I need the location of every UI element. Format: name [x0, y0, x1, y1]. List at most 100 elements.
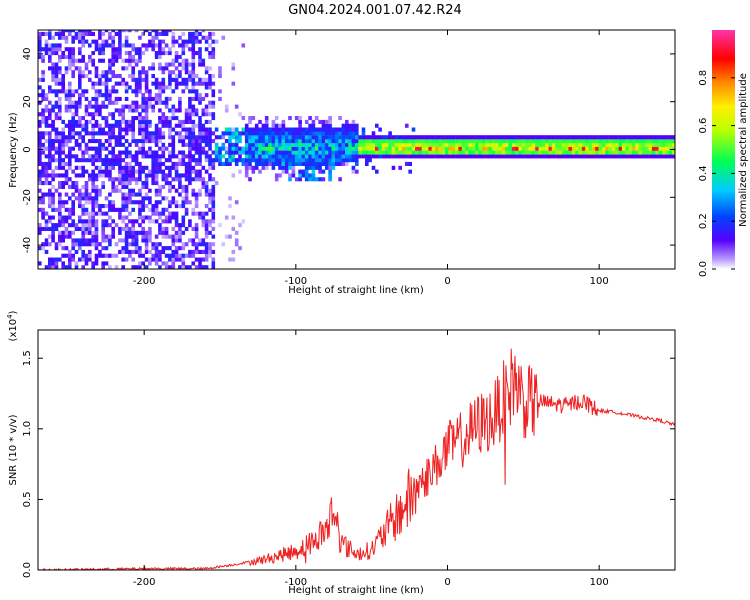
heatmap-cell	[148, 238, 152, 243]
heatmap-cell	[171, 104, 176, 109]
heatmap-cell	[58, 77, 62, 82]
heatmap-cell	[151, 257, 155, 262]
heatmap-cell	[74, 173, 79, 178]
heatmap-cell	[38, 181, 42, 186]
heatmap-cell	[71, 112, 75, 117]
heatmap-cell	[174, 188, 179, 193]
heatmap-cell	[171, 242, 176, 247]
heatmap-cell	[351, 119, 356, 124]
heatmap-cell	[71, 211, 75, 216]
heatmap-cell	[658, 142, 663, 147]
heatmap-cell	[428, 142, 432, 147]
heatmap-cell	[211, 257, 216, 262]
heatmap-cell	[361, 154, 366, 159]
heatmap-cell	[662, 146, 666, 151]
heatmap-cell	[294, 135, 299, 140]
heatmap-cell	[191, 66, 196, 71]
heatmap-cell	[204, 230, 209, 235]
heatmap-cell	[194, 230, 199, 235]
heatmap-cell	[178, 238, 182, 243]
heatmap-cell	[58, 139, 62, 144]
heatmap-cell	[164, 104, 169, 109]
heatmap-cell	[54, 257, 59, 262]
heatmap-cell	[104, 96, 109, 101]
heatmap-cell	[68, 47, 72, 52]
heatmap-cell	[161, 173, 166, 178]
heatmap-cell	[94, 89, 99, 94]
heatmap-cell	[41, 112, 45, 117]
heatmap-cell	[214, 142, 219, 147]
heatmap-cell	[181, 51, 186, 56]
heatmap-cell	[138, 249, 142, 254]
heatmap-cell	[531, 142, 536, 147]
heatmap-cell	[568, 146, 573, 151]
heatmap-cell	[151, 131, 155, 136]
heatmap-cell	[48, 165, 52, 170]
heatmap-cell	[171, 265, 176, 269]
heatmap-cell	[144, 104, 149, 109]
heatmap-cell	[551, 139, 556, 144]
heatmap-cell	[164, 173, 169, 178]
heatmap-cell	[298, 173, 302, 178]
heatmap-cell	[134, 108, 139, 113]
heatmap-cell	[98, 154, 102, 159]
heatmap-cell	[58, 154, 62, 159]
heatmap-cell	[118, 211, 122, 216]
heatmap-cell	[358, 146, 362, 151]
heatmap-cell	[254, 158, 259, 163]
heatmap-cell	[174, 215, 179, 220]
heatmap-cell	[338, 177, 342, 182]
heatmap-cell	[138, 265, 142, 269]
heatmap-cell	[174, 161, 179, 166]
heatmap-cell	[468, 146, 472, 151]
heatmap-cell	[201, 35, 206, 40]
heatmap-cell	[104, 238, 109, 243]
heatmap-cell	[531, 139, 536, 144]
heatmap-cell	[128, 230, 132, 235]
heatmap-cell	[168, 219, 172, 224]
heatmap-cell	[74, 249, 79, 254]
heatmap-cell	[81, 35, 85, 40]
heatmap-cell	[154, 135, 159, 140]
heatmap-cell	[68, 58, 72, 63]
y-tick-label: 40	[22, 48, 33, 61]
heatmap-cell	[244, 154, 249, 159]
heatmap-cell	[184, 70, 189, 75]
heatmap-cell	[194, 112, 199, 117]
heatmap-cell	[198, 119, 202, 124]
heatmap-cell	[54, 89, 59, 94]
heatmap-cell	[188, 100, 192, 105]
heatmap-cell	[385, 135, 389, 140]
heatmap-cell	[244, 161, 249, 166]
heatmap-cell	[515, 139, 519, 144]
heatmap-cell	[124, 96, 129, 101]
heatmap-cell	[81, 70, 85, 75]
heatmap-cell	[551, 146, 556, 151]
heatmap-cell	[41, 93, 45, 98]
heatmap-cell	[184, 161, 189, 166]
heatmap-cell	[498, 146, 503, 151]
heatmap-cell	[111, 35, 115, 40]
heatmap-cell	[58, 219, 62, 224]
heatmap-cell	[188, 142, 192, 147]
heatmap-cell	[98, 31, 102, 36]
heatmap-cell	[194, 146, 199, 151]
heatmap-cell	[78, 257, 82, 262]
heatmap-cell	[81, 169, 85, 174]
heatmap-cell	[161, 66, 166, 71]
heatmap-cell	[345, 119, 349, 124]
heatmap-cell	[158, 165, 162, 170]
heatmap-cell	[174, 223, 179, 228]
heatmap-cell	[628, 142, 633, 147]
heatmap-cell	[154, 158, 159, 163]
heatmap-cell	[248, 154, 252, 159]
heatmap-cell	[118, 173, 122, 178]
heatmap-cell	[98, 207, 102, 212]
heatmap-cell	[365, 146, 369, 151]
heatmap-cell	[578, 150, 583, 155]
heatmap-cell	[278, 131, 282, 136]
heatmap-cell	[638, 142, 643, 147]
heatmap-cell	[164, 234, 169, 239]
heatmap-cell	[548, 146, 553, 151]
heatmap-cell	[461, 135, 466, 140]
